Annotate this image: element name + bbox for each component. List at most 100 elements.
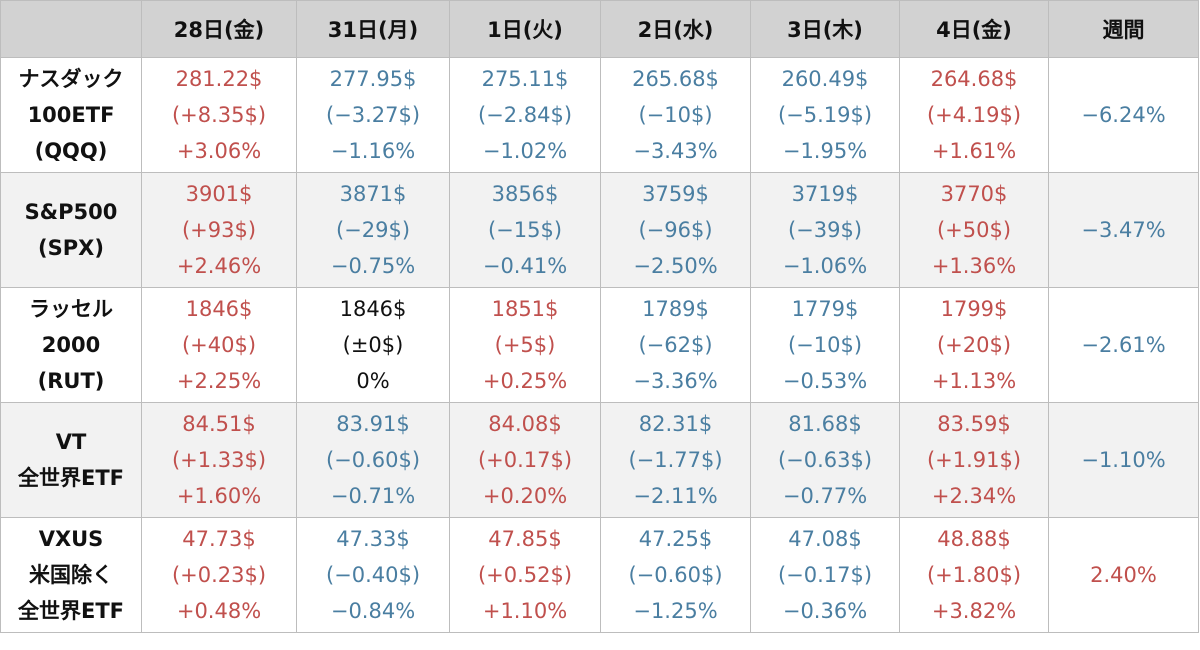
price-value: 47.33$: [336, 527, 410, 551]
percent-value: +0.48%: [176, 599, 262, 623]
percent-value: +2.46%: [176, 254, 262, 278]
percent-value: −1.95%: [782, 139, 868, 163]
index-name-cell: S&P500 (SPX): [0, 172, 142, 288]
table-row: VXUS 米国除く 全世界ETF 47.73$ (+0.23$) +0.48% 47.33$…: [0, 517, 1199, 633]
daily-change-cell: 3719$ (−39$) −1.06%: [750, 172, 900, 288]
weekly-percent-value: −6.24%: [1081, 103, 1166, 127]
change-value: (+1.91$): [926, 448, 1022, 472]
price-value: 1846$: [185, 297, 253, 321]
percent-value: −0.75%: [330, 254, 416, 278]
day-header: 31日(月): [296, 0, 450, 58]
percent-value: +0.20%: [482, 484, 568, 508]
price-value: 281.22$: [175, 67, 263, 91]
percent-value: −3.36%: [633, 369, 718, 393]
percent-value: +3.82%: [931, 599, 1017, 623]
index-name-line: S&P500: [24, 200, 118, 224]
price-value: 1846$: [339, 297, 407, 321]
price-value: 47.08$: [788, 527, 862, 551]
change-value: (−96$): [638, 218, 713, 242]
market-weekly-table: 28日(金) 31日(月) 1日(火) 2日(水) 3日(木) 4日(金) 週間…: [0, 0, 1199, 633]
change-value: (−29$): [335, 218, 411, 242]
price-value: 81.68$: [788, 412, 862, 436]
price-value: 3759$: [642, 182, 709, 206]
daily-change-cell: 3759$ (−96$) −2.50%: [600, 172, 751, 288]
index-name-line: 100ETF: [27, 103, 115, 127]
change-value: (−15$): [487, 218, 563, 242]
percent-value: −1.06%: [782, 254, 868, 278]
change-value: (+0.17$): [477, 448, 573, 472]
index-name-line: VT: [55, 430, 87, 454]
percent-value: +3.06%: [176, 139, 262, 163]
weekly-percent-value: 2.40%: [1090, 563, 1157, 587]
price-value: 275.11$: [481, 67, 569, 91]
weekly-change-cell: 2.40%: [1048, 517, 1199, 633]
table-row: VT 全世界ETF 84.51$ (+1.33$) +1.60% 83.91$ (−0.60…: [0, 402, 1199, 518]
percent-value: +0.25%: [482, 369, 568, 393]
index-name-line: (QQQ): [34, 139, 108, 163]
daily-change-cell: 3871$ (−29$) −0.75%: [296, 172, 450, 288]
day-header: 2日(水): [600, 0, 751, 58]
price-value: 3856$: [491, 182, 559, 206]
price-value: 47.73$: [182, 527, 256, 551]
weekly-percent-value: −3.47%: [1081, 218, 1166, 242]
percent-value: +1.61%: [931, 139, 1017, 163]
change-value: (−39$): [787, 218, 863, 242]
percent-value: −0.84%: [330, 599, 416, 623]
change-value: (−0.40$): [325, 563, 421, 587]
change-value: (−0.17$): [777, 563, 873, 587]
percent-value: −1.25%: [633, 599, 718, 623]
weekly-change-cell: −2.61%: [1048, 287, 1199, 403]
index-name-line: ナスダック: [18, 67, 124, 91]
change-value: (−1.77$): [628, 448, 723, 472]
percent-value: +2.25%: [176, 369, 262, 393]
index-name-line: 2000: [41, 333, 101, 357]
index-name-cell: VXUS 米国除く 全世界ETF: [0, 517, 142, 633]
day-header: 4日(金): [899, 0, 1049, 58]
change-value: (+4.19$): [926, 103, 1022, 127]
daily-change-cell: 1799$ (+20$) +1.13%: [899, 287, 1049, 403]
change-value: (+40$): [181, 333, 257, 357]
percent-value: +1.36%: [931, 254, 1017, 278]
change-value: (−0.60$): [628, 563, 723, 587]
daily-change-cell: 1846$ (±0$) 0%: [296, 287, 450, 403]
price-value: 277.95$: [329, 67, 417, 91]
price-value: 264.68$: [930, 67, 1018, 91]
table-row: ラッセル 2000 (RUT) 1846$ (+40$) +2.25% 1846$ (±0$)…: [0, 287, 1199, 403]
daily-change-cell: 84.51$ (+1.33$) +1.60%: [141, 402, 297, 518]
price-value: 1851$: [491, 297, 559, 321]
price-value: 84.08$: [488, 412, 562, 436]
daily-change-cell: 281.22$ (+8.35$) +3.06%: [141, 57, 297, 173]
percent-value: +2.34%: [931, 484, 1017, 508]
day-header: 3日(木): [750, 0, 900, 58]
week-header: 週間: [1048, 0, 1199, 58]
daily-change-cell: 1846$ (+40$) +2.25%: [141, 287, 297, 403]
change-value: (+20$): [936, 333, 1012, 357]
corner-cell: [0, 0, 142, 58]
index-name-line: VXUS: [38, 527, 104, 551]
daily-change-cell: 47.73$ (+0.23$) +0.48%: [141, 517, 297, 633]
daily-change-cell: 83.59$ (+1.91$) +2.34%: [899, 402, 1049, 518]
price-value: 1789$: [642, 297, 709, 321]
percent-value: −1.16%: [330, 139, 416, 163]
change-value: (−10$): [787, 333, 863, 357]
percent-value: +1.60%: [176, 484, 262, 508]
weekly-change-cell: −6.24%: [1048, 57, 1199, 173]
index-name-cell: ナスダック 100ETF (QQQ): [0, 57, 142, 173]
price-value: 84.51$: [182, 412, 256, 436]
percent-value: −1.02%: [482, 139, 568, 163]
percent-value: −2.50%: [633, 254, 718, 278]
percent-value: −0.53%: [782, 369, 868, 393]
change-value: (±0$): [342, 333, 404, 357]
change-value: (+5$): [494, 333, 556, 357]
percent-value: 0%: [356, 369, 390, 393]
price-value: 260.49$: [781, 67, 869, 91]
daily-change-cell: 1779$ (−10$) −0.53%: [750, 287, 900, 403]
index-name-line: (RUT): [37, 369, 105, 393]
price-value: 83.59$: [937, 412, 1011, 436]
daily-change-cell: 47.08$ (−0.17$) −0.36%: [750, 517, 900, 633]
change-value: (−10$): [638, 103, 713, 127]
price-value: 3719$: [791, 182, 859, 206]
weekly-percent-value: −2.61%: [1081, 333, 1166, 357]
percent-value: −0.77%: [782, 484, 868, 508]
price-value: 3871$: [339, 182, 407, 206]
